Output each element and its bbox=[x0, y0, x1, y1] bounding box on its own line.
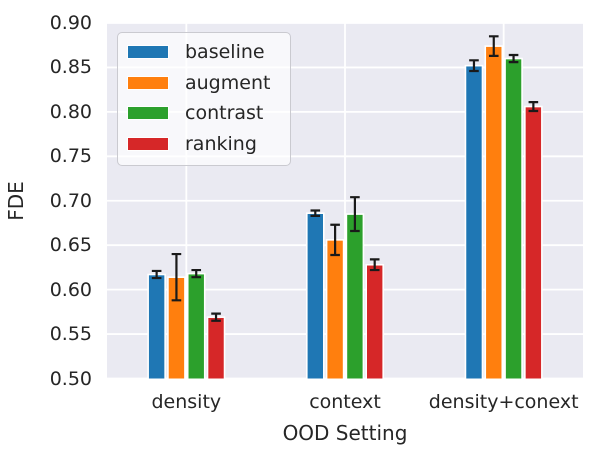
error-bar-contrast-density bbox=[191, 268, 202, 279]
y-tick-label: 0.55 bbox=[49, 323, 92, 346]
bar-baseline-density bbox=[147, 273, 166, 379]
x-tick-label-context: context bbox=[309, 391, 381, 413]
legend-label: contrast bbox=[185, 102, 264, 125]
legend-label: augment bbox=[185, 71, 271, 94]
error-bar-contrast-density+conext bbox=[508, 53, 519, 64]
x-axis-title: OOD Setting bbox=[282, 421, 408, 445]
error-bar-contrast-context bbox=[350, 196, 360, 233]
error-bar-ranking-context bbox=[369, 258, 380, 272]
bar-ranking-density+conext bbox=[524, 105, 543, 379]
bar-contrast-context bbox=[345, 213, 365, 379]
y-tick-label: 0.65 bbox=[49, 234, 92, 257]
legend-label: ranking bbox=[185, 132, 257, 155]
legend: baseline augment contrast ranking bbox=[117, 32, 291, 166]
legend-item-ranking: ranking bbox=[118, 129, 290, 160]
y-tick-label: 0.70 bbox=[49, 189, 92, 212]
bar-baseline-density+conext bbox=[464, 64, 484, 379]
y-tick-label: 0.90 bbox=[49, 12, 92, 34]
bar-augment-context bbox=[325, 239, 345, 379]
legend-item-contrast: contrast bbox=[118, 98, 290, 129]
legend-swatch-contrast bbox=[127, 106, 169, 121]
x-tick-label-density: density bbox=[151, 391, 222, 413]
legend-swatch-ranking bbox=[127, 136, 169, 151]
y-tick-label: 0.85 bbox=[49, 56, 92, 79]
error-bar-augment-density bbox=[171, 252, 182, 302]
error-bar-augment-context bbox=[330, 223, 340, 257]
y-tick-label: 0.60 bbox=[49, 278, 92, 301]
legend-item-baseline: baseline bbox=[118, 37, 290, 68]
error-bar-baseline-density bbox=[151, 269, 162, 280]
legend-item-augment: augment bbox=[118, 68, 290, 99]
legend-swatch-baseline bbox=[127, 45, 169, 60]
bar-augment-density+conext bbox=[484, 45, 504, 379]
y-tick-label: 0.50 bbox=[49, 367, 92, 390]
y-tick-label: 0.75 bbox=[49, 145, 92, 168]
x-tick-label-density+conext: density+conext bbox=[428, 391, 579, 413]
bar-baseline-context bbox=[305, 212, 325, 379]
bar-contrast-density bbox=[186, 272, 206, 379]
error-bar-baseline-context bbox=[310, 209, 321, 217]
error-bar-baseline-density+conext bbox=[469, 59, 479, 73]
bar-ranking-context bbox=[365, 263, 385, 379]
y-tick-label: 0.80 bbox=[49, 100, 92, 123]
error-bar-ranking-density bbox=[211, 312, 221, 322]
error-bar-ranking-density+conext bbox=[528, 100, 539, 113]
bar-contrast-density+conext bbox=[504, 57, 523, 379]
error-bar-augment-density+conext bbox=[488, 35, 499, 57]
legend-swatch-augment bbox=[127, 75, 169, 90]
bar-ranking-density bbox=[206, 316, 226, 379]
legend-label: baseline bbox=[185, 41, 265, 64]
